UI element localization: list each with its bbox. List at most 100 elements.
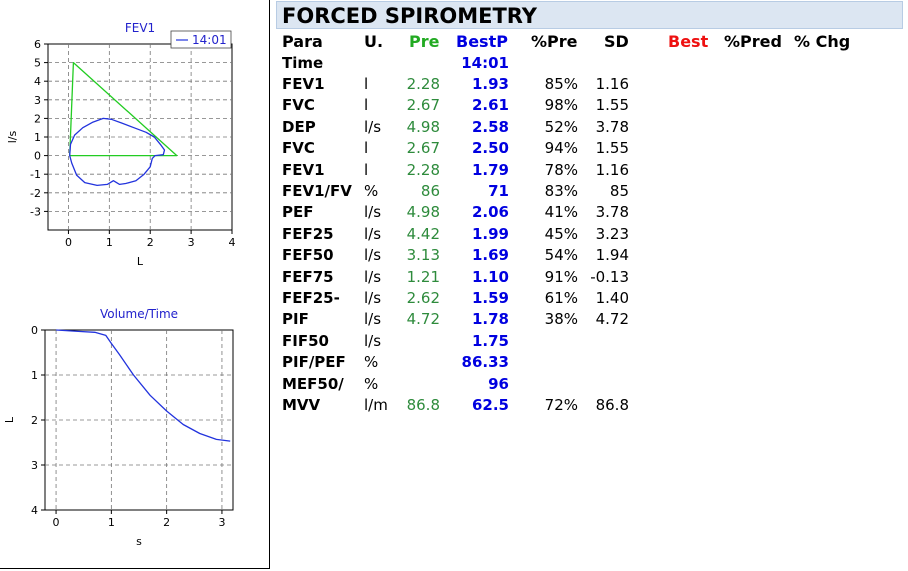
row-sd: 1.16 [595,160,629,179]
row-sd: 3.23 [595,224,629,243]
row-bestp: 96 [488,374,509,393]
series-line-0 [56,329,231,442]
row-sd: 1.55 [595,139,629,158]
row-sd: 85 [609,181,629,200]
y-tick-label: 6 [34,38,41,51]
row-sd: 86.8 [595,395,629,414]
row-param: DEP [282,117,316,136]
row-param: FVC [282,96,315,115]
row-pre: 2.67 [406,139,440,158]
column-pct-pre: 85% 98% 52% 94% 78% 83% 41% 45% 54% 91% 61% 38% 72% [516,31,578,571]
row-sd: 1.40 [595,288,629,307]
row-bestp: 1.10 [471,267,509,286]
row-bestp: 86.33 [461,353,509,372]
row-sd: 3.78 [595,203,629,222]
row-pct-pre: 85% [544,74,578,93]
row-unit: l/s [364,117,382,136]
row-pre: 86 [420,181,440,200]
row-pct-pre: 83% [544,181,578,200]
row-sd: 3.78 [595,117,629,136]
row-pre: 86.8 [406,395,440,414]
x-tick-label: 3 [188,236,195,249]
row-param: PIF [282,310,309,329]
row-sd: 1.55 [595,96,629,115]
row-unit: % [364,353,379,372]
row-unit: l/s [364,310,382,329]
row-pct-pre: 78% [544,160,578,179]
y-tick-label: 0 [34,150,41,163]
row-bestp: 71 [488,181,509,200]
row-pct-pre: 98% [544,96,578,115]
chart-title: Volume/Time [100,307,178,321]
row-param: MEF50/ [282,374,344,393]
row-pre: 4.72 [406,310,440,329]
row-pct-pre: 72% [544,395,578,414]
row-bestp: 1.78 [471,310,509,329]
row-pct-pre: 91% [544,267,578,286]
row-param: FEF25 [282,224,334,243]
page-title: FORCED SPIROMETRY [282,4,538,28]
row-sd: -0.13 [590,267,629,286]
row-param: FEV1/FV [282,181,352,200]
column-para: Time FEV1 l FVC l DEP l/s FVC l FEV1 l FEV1/FV% PEF l… [276,31,388,571]
row-bestp: 2.58 [471,117,509,136]
x-tick-label: 0 [53,516,60,529]
x-tick-label: 0 [65,236,72,249]
row-param: FEV1 [282,74,325,93]
column-header: BestP [456,32,508,51]
y-tick-label: -1 [30,168,41,181]
row-pct-pre: 54% [544,246,578,265]
row-bestp: 62.5 [471,395,509,414]
row-sd: 1.16 [595,74,629,93]
x-tick-label: 1 [108,516,115,529]
row-pre: 4.98 [406,117,440,136]
y-axis-label: l/s [6,130,19,143]
x-tick-label: 2 [163,516,170,529]
column-header: U. [364,32,384,51]
row-unit: l/s [364,288,382,307]
row-unit: l/s [364,331,382,350]
row-bestp: 1.79 [471,160,509,179]
x-axis-label: s [136,535,142,548]
x-tick-label: 3 [218,516,225,529]
row-pre: 2.62 [406,288,440,307]
column-header: %Pre [531,32,578,51]
row-bestp: 1.93 [471,74,509,93]
row-param: FEV1 [282,160,325,179]
column-header: SD [604,32,629,51]
row-sd: 1.94 [595,246,629,265]
row-pct-pre: 38% [544,310,578,329]
y-tick-label: 4 [34,75,41,88]
row-pct-pre: 41% [544,203,578,222]
row-bestp: 1.59 [471,288,509,307]
y-tick-label: 3 [31,459,38,472]
row-param: FIF50 [282,331,329,350]
row-param: FEF25- [282,288,340,307]
x-axis-label: L [137,255,144,268]
y-tick-label: 1 [31,369,38,382]
row-pre: 1.21 [406,267,440,286]
row-param: FEF75 [282,267,334,286]
y-tick-label: 4 [31,504,38,517]
row-bestp: 2.61 [471,96,509,115]
legend-box [170,30,232,49]
column-sd: 1.16 1.55 3.78 1.55 1.16 85 3.78 3.23 1.94 -0.13 1… [582,31,629,571]
y-tick-label: -3 [30,205,41,218]
row-pct-pre: 45% [544,224,578,243]
column-header: Para [282,32,323,51]
column-header: Pre [409,32,440,51]
row-param: FEF50 [282,246,334,265]
column-header: % Chg [794,32,851,51]
row-pre: 2.28 [406,160,440,179]
row-unit: % [364,374,379,393]
results-table: Para U. Pre BestP %Pre SD Best %Pred % Chg Time F… [276,31,906,571]
row-pre: 2.28 [406,74,440,93]
row-bestp: 2.06 [471,203,509,222]
row-param: MVV [282,395,321,414]
row-param: PEF [282,203,314,222]
row-unit: l/s [364,267,382,286]
row-pct-pre: 61% [544,288,578,307]
x-tick-label: 4 [229,236,236,249]
row-unit: l [364,74,369,93]
